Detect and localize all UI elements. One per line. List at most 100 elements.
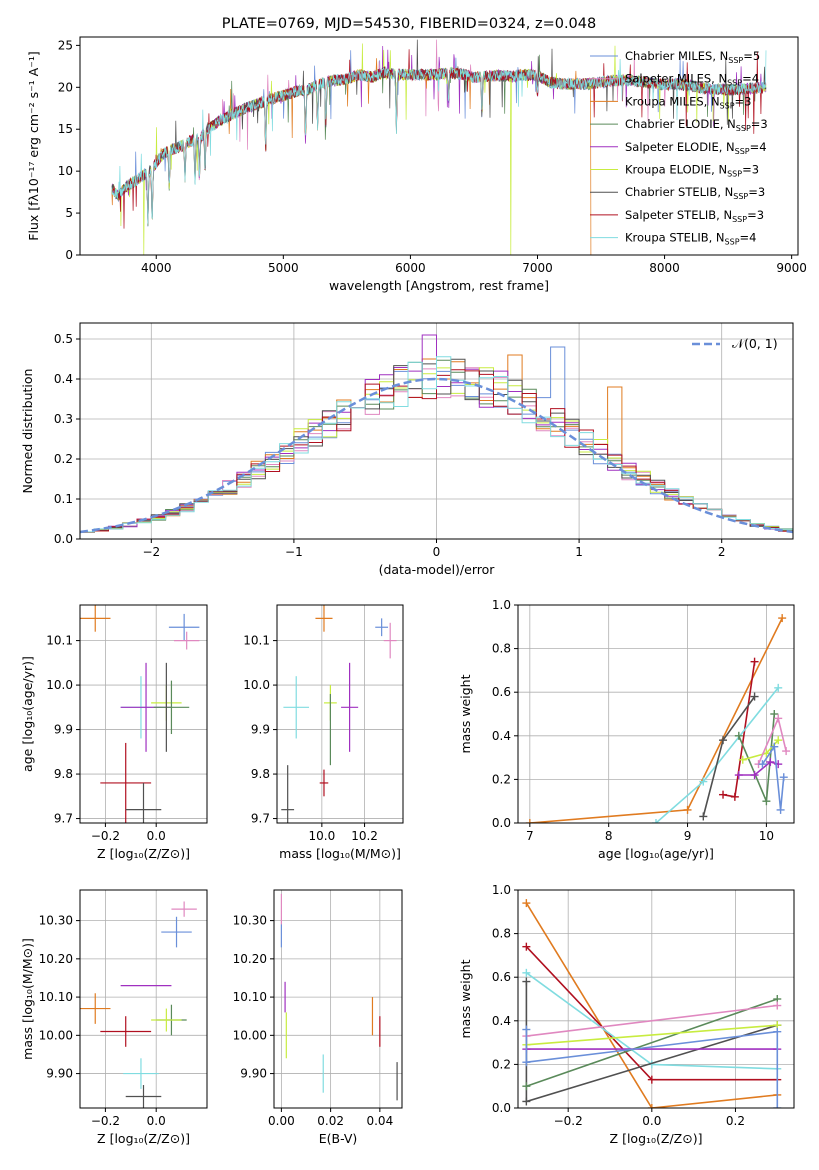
legend-entry: Salpeter MILES, NSSP=4 [625,72,759,88]
legend-text: Chabrier STELIB, N [625,185,733,199]
weight-series [652,683,783,823]
x-axis-label: mass [log₁₀(M/M⊙)] [279,846,401,861]
y-tick-label: 20 [58,80,73,94]
x-tick-label: −2 [142,545,160,559]
errorbar-point [171,901,197,917]
errorbar-point [341,662,359,752]
errorbar-point [80,605,111,632]
x-tick-label: 0.0 [147,1114,166,1128]
y-tick-label: 1.0 [492,883,511,897]
y-tick-label: 15 [58,122,73,136]
y-tick-label: 0.0 [492,1101,511,1115]
axes-frame [517,889,795,1109]
y-tick-label: 10.0 [243,678,270,692]
mass-weight-vs-age-panel: 7 8 9 10 0.0 0.2 0.4 0.6 0.8 1.0 age [log₁₀(age/yr… [458,598,795,861]
y-axis-label: mass [log₁₀(M/M⊙)] [20,938,35,1060]
y-tick-label: 9.90 [46,1067,73,1081]
errorbar-point [153,680,190,735]
legend-entry: Chabrier MILES, NSSP=5 [625,49,760,65]
legend-count: =3 [748,185,765,199]
weight-series [758,742,788,814]
legend-count: =3 [747,208,764,222]
mass-weight-vs-metallicity-panel: −0.2 0.0 0.2 0.0 0.2 0.4 0.6 0.8 1.0 Z [log₁₀(Z/Z… [458,883,795,1146]
x-tick-label: −0.2 [91,1114,120,1128]
axes-frame [276,604,404,824]
x-tick-label: 8000 [649,261,680,275]
errorbar-point [383,622,397,659]
y-tick-label: 9.8 [54,767,73,781]
series-line [738,713,776,802]
errorbar-point [125,782,162,823]
legend-entry: Chabrier STELIB, NSSP=3 [625,185,765,201]
y-tick-label: 0.1 [54,492,73,506]
y-tick-label: 9.7 [251,812,270,826]
legend-text: Kroupa STELIB, N [625,231,725,245]
x-tick-label: 6000 [395,261,426,275]
x-tick-label: 5000 [268,261,299,275]
series-line [526,1024,778,1046]
y-tick-label: 10.1 [46,634,73,648]
legend-entry: Kroupa STELIB, NSSP=4 [625,231,756,247]
axes-frame [273,889,403,1109]
legend-subscript: SSP [736,124,751,133]
x-tick-label: 8 [605,829,613,843]
y-tick-label: 9.9 [251,723,270,737]
legend-subscript: SSP [733,192,748,201]
y-tick-label: 0.3 [54,412,73,426]
plot-area [111,39,767,255]
spectrum-panel: 4000 5000 6000 7000 8000 9000 0 5 10 15 20 25 wavele… [26,16,807,293]
y-tick-label: 10.0 [46,678,73,692]
y-tick-label: 0.4 [54,372,73,386]
errorbar-point [125,1085,162,1108]
x-tick-label: 9 [684,829,692,843]
y-tick-label: 0.5 [54,332,73,346]
y-axis-label: mass weight [458,959,473,1038]
y-tick-label: 25 [58,38,73,52]
legend-entry: Chabrier ELODIE, NSSP=3 [625,117,768,133]
legend-text: Chabrier ELODIE, N [625,117,736,131]
spectrum-line [111,50,767,224]
grid-lines [80,890,207,1108]
x-tick-label: 2 [718,545,726,559]
y-tick-label: 0.6 [492,685,511,699]
y-tick-label: 9.7 [54,812,73,826]
y-axis-label: Flux [fλ10⁻¹⁷ erg cm⁻² s⁻¹ A⁻¹] [26,51,41,240]
x-axis-label: wavelength [Angstrom, rest frame] [329,278,549,293]
legend-count: =4 [740,231,757,245]
y-tick-label: 10.10 [233,990,267,1004]
x-tick-label: −0.2 [554,1114,583,1128]
legend-text: Kroupa MILES, N [625,94,720,108]
grid-lines [518,604,794,824]
legend-subscript: SSP [727,170,742,179]
x-tick-label: 0.02 [317,1114,344,1128]
errorbar-point [100,1016,152,1047]
plot-area [80,901,197,1108]
x-tick-label: 1 [575,545,583,559]
errorbar-point [283,676,310,739]
weight-series [522,1025,782,1108]
chart-title: PLATE=0769, MJD=54530, FIBERID=0324, z=0… [222,16,596,32]
y-tick-label: 5 [65,206,73,220]
x-tick-label: 10.2 [351,829,378,843]
y-tick-label: 10.00 [39,1028,73,1042]
x-tick-label: 0.2 [726,1114,745,1128]
y-axis-label: age [log₁₀(age/yr)] [20,656,35,772]
plot-area [525,614,791,823]
errorbar-point [80,993,111,1024]
legend-text: Kroupa ELODIE, N [625,163,727,177]
y-tick-label: 9.9 [54,723,73,737]
y-tick-label: 0.4 [492,729,511,743]
residuals-panel: −2 −1 0 1 2 0.0 0.1 0.2 0.3 0.4 0.5 (data-model)/er… [20,322,794,577]
legend-text: Chabrier MILES, N [625,49,728,63]
legend-entry: Kroupa ELODIE, NSSP=3 [625,163,759,179]
legend-count: =4 [742,72,759,86]
y-tick-label: 10.30 [39,914,73,928]
series-line [525,902,778,1108]
series-line [761,744,785,810]
legend-subscript: SSP [720,101,735,110]
x-tick-label: 0.0 [147,829,166,843]
x-tick-label: 0.00 [268,1114,295,1128]
x-tick-label: 10 [759,829,774,843]
errorbar-point [319,769,329,797]
errorbar-point [375,618,389,637]
